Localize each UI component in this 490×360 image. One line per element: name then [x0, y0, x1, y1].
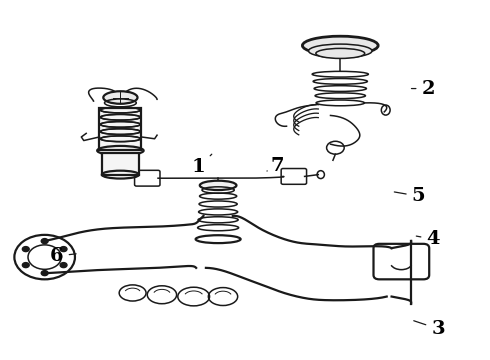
- Circle shape: [41, 239, 48, 244]
- Circle shape: [60, 247, 67, 252]
- Circle shape: [23, 247, 29, 252]
- Ellipse shape: [103, 91, 138, 104]
- Circle shape: [41, 271, 48, 276]
- Ellipse shape: [200, 181, 237, 190]
- Text: 2: 2: [412, 80, 435, 98]
- Circle shape: [60, 262, 67, 267]
- Ellipse shape: [309, 44, 372, 58]
- Bar: [102, 153, 139, 175]
- Circle shape: [23, 262, 29, 267]
- Bar: [99, 108, 142, 149]
- Ellipse shape: [316, 48, 365, 58]
- Text: 1: 1: [192, 154, 212, 176]
- Ellipse shape: [302, 36, 378, 55]
- Text: 7: 7: [267, 157, 284, 175]
- Text: 5: 5: [394, 187, 425, 205]
- Text: 6: 6: [50, 247, 76, 265]
- Text: 4: 4: [416, 230, 440, 248]
- Text: 3: 3: [414, 320, 445, 338]
